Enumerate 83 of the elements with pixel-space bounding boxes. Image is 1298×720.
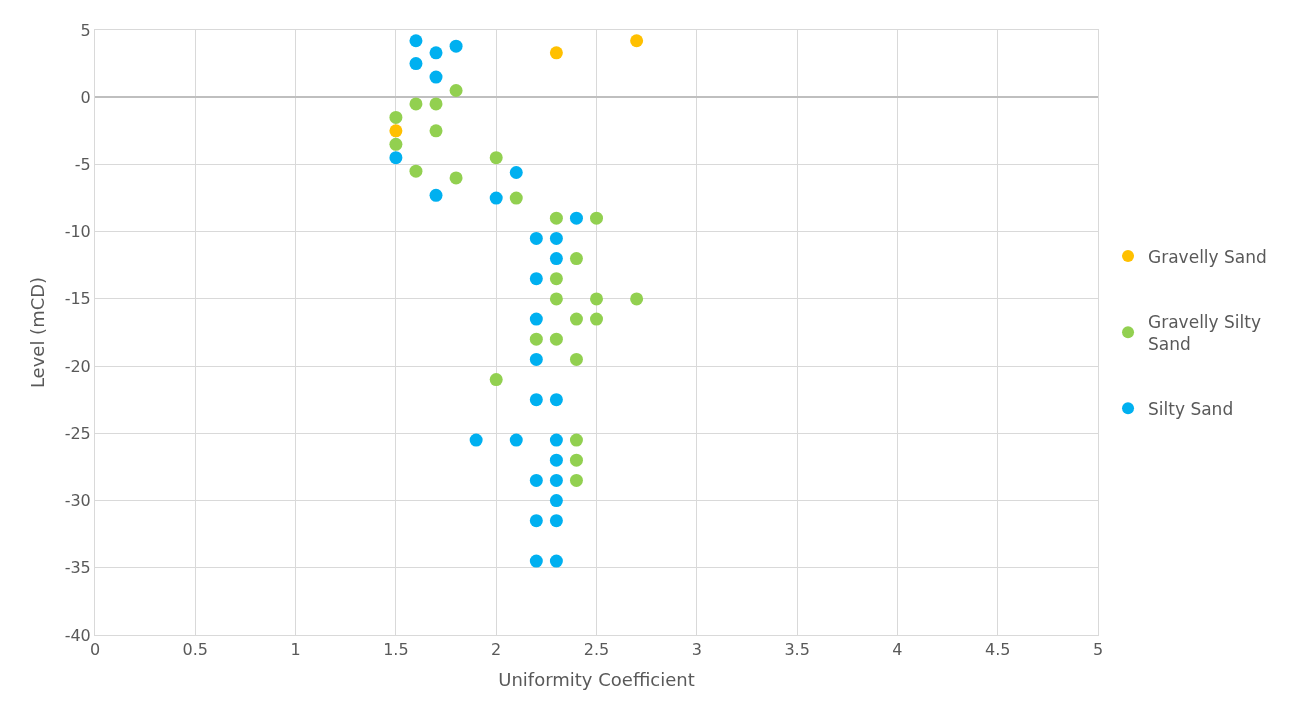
point (549, 494, 563, 508)
y-tick-label: -25 (64, 423, 91, 443)
point (569, 453, 583, 467)
point (549, 554, 563, 568)
point (409, 97, 423, 111)
y-tick-label: -40 (64, 625, 91, 645)
point (569, 352, 583, 366)
point (549, 393, 563, 407)
point (409, 34, 423, 48)
point (630, 34, 644, 48)
point (549, 272, 563, 286)
y-tick-label: -15 (64, 289, 91, 309)
point (549, 252, 563, 266)
y-tick-label: 5 (80, 20, 91, 40)
point (549, 46, 563, 60)
point (549, 292, 563, 306)
x-axis-title: Uniformity Coefficient (498, 669, 695, 691)
point (489, 373, 503, 387)
point (409, 164, 423, 178)
x-tick-label: 1.5 (383, 640, 409, 660)
legend-label: Silty Sand (1148, 398, 1234, 419)
point (509, 191, 523, 205)
point (429, 188, 443, 202)
point (549, 473, 563, 487)
point (549, 211, 563, 225)
point (449, 84, 463, 97)
point (549, 433, 563, 447)
point (569, 312, 583, 326)
point (549, 514, 563, 528)
point (529, 352, 543, 366)
y-axis-title: Level (mCD) (26, 276, 48, 389)
y-tick-label: -20 (64, 356, 91, 376)
point (529, 312, 543, 326)
y-tick-label: 0 (80, 87, 91, 107)
point (429, 97, 443, 111)
point (389, 151, 403, 165)
point (509, 166, 523, 179)
point (569, 473, 583, 487)
point (389, 124, 403, 138)
point (429, 70, 443, 84)
point (590, 211, 603, 225)
point (429, 124, 443, 138)
point (429, 46, 443, 60)
legend-label: Gravelly Sand (1148, 246, 1267, 267)
point (569, 211, 583, 225)
point (409, 57, 423, 71)
point (529, 514, 543, 528)
point (529, 231, 543, 245)
x-tick-label: 2.5 (583, 640, 610, 660)
point (549, 332, 563, 346)
point (590, 292, 603, 306)
point (569, 252, 583, 266)
x-tick-label: 5 (1092, 640, 1104, 660)
point (509, 433, 523, 447)
x-tick-label: 1 (290, 640, 301, 660)
point (449, 39, 463, 53)
point (469, 433, 483, 447)
point (569, 433, 583, 447)
x-tick-label: 0.5 (182, 640, 209, 660)
point (529, 332, 543, 346)
y-tick-label: -35 (64, 558, 91, 578)
point (389, 110, 403, 124)
point (590, 312, 603, 326)
point (529, 554, 543, 568)
point (630, 292, 644, 306)
x-tick-label: 3.5 (784, 640, 810, 660)
point (529, 473, 543, 487)
point (529, 393, 543, 407)
x-tick-label: 4.5 (984, 640, 1011, 660)
point (549, 453, 563, 467)
point (549, 231, 563, 245)
point (529, 272, 543, 286)
y-tick-label: -10 (64, 222, 91, 242)
x-tick-label: 2 (491, 640, 502, 660)
x-tick-label: 4 (892, 640, 903, 660)
point (389, 137, 403, 151)
point (449, 171, 463, 185)
y-tick-label: -30 (64, 491, 91, 511)
legend-label: Gravelly Silty Sand (1148, 311, 1262, 354)
y-tick-label: -5 (74, 155, 91, 175)
point (489, 151, 503, 165)
x-tick-label: 3 (691, 640, 702, 660)
point (489, 191, 503, 205)
